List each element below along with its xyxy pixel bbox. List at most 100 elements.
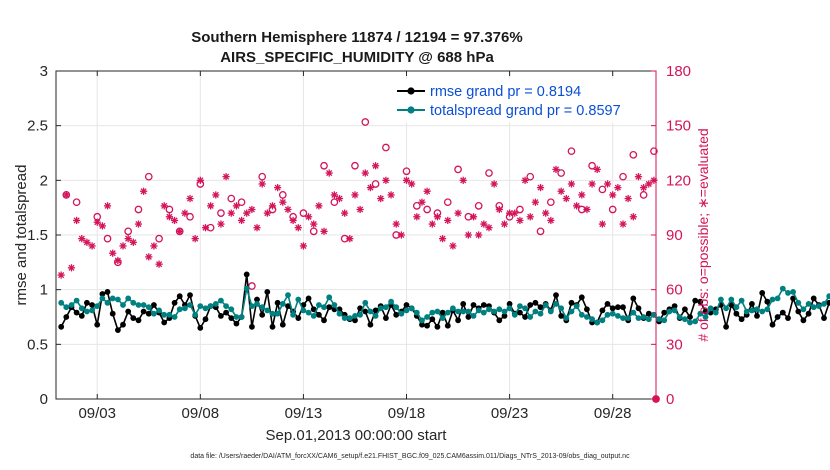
rmse-point bbox=[130, 315, 137, 321]
rmse-point bbox=[759, 290, 766, 296]
y-right-tick-label: 150 bbox=[666, 118, 691, 135]
totalspread-point bbox=[455, 308, 461, 315]
totalspread-point bbox=[192, 311, 199, 318]
asterisk-stroke bbox=[480, 221, 487, 228]
x-tick-label: 09/13 bbox=[285, 405, 323, 422]
obs-possible-marker bbox=[165, 205, 174, 214]
totalspread-point bbox=[754, 306, 760, 313]
asterisk-stroke bbox=[212, 191, 219, 198]
obs-evaluated-marker bbox=[109, 249, 117, 257]
asterisk-stroke bbox=[171, 217, 178, 224]
obs-evaluated-marker bbox=[335, 194, 344, 203]
totalspread-point bbox=[223, 303, 230, 309]
rmse-point bbox=[84, 299, 90, 306]
obs-possible-marker bbox=[371, 180, 380, 188]
x-tick-label: 09/08 bbox=[182, 405, 220, 422]
asterisk-stroke bbox=[341, 210, 348, 217]
obs-evaluated-marker bbox=[207, 202, 215, 210]
rmse-point bbox=[687, 314, 693, 320]
asterisk-stroke bbox=[578, 191, 585, 198]
rmse-point bbox=[393, 311, 400, 318]
rmse-point bbox=[140, 308, 147, 315]
asterisk-stroke bbox=[130, 239, 137, 246]
obs-evaluated-marker bbox=[598, 220, 606, 228]
obs-evaluated-marker bbox=[98, 222, 106, 230]
obs-possible-marker bbox=[155, 234, 163, 243]
totalspread-point bbox=[109, 295, 116, 302]
asterisk-stroke bbox=[439, 235, 446, 242]
obs-evaluated-marker bbox=[495, 205, 503, 214]
y-tick-label: 3 bbox=[40, 63, 48, 80]
asterisk-stroke bbox=[192, 235, 199, 242]
y-axis-label-right: # of obs: o=possible; ∗=evaluated bbox=[695, 128, 711, 341]
totalspread-point bbox=[346, 315, 353, 321]
asterisk-stroke bbox=[625, 195, 632, 202]
obs-evaluated-marker bbox=[253, 224, 261, 232]
totalspread-point bbox=[547, 308, 554, 315]
asterisk-stroke bbox=[114, 257, 121, 264]
totalspread-point bbox=[238, 314, 245, 320]
totalspread-point bbox=[295, 296, 302, 303]
obs-evaluated-marker bbox=[490, 180, 498, 188]
obs-evaluated-marker bbox=[552, 165, 560, 173]
totalspread-point bbox=[212, 301, 219, 307]
obs-possible-marker bbox=[567, 147, 576, 156]
asterisk-stroke bbox=[99, 222, 106, 229]
rmse-point bbox=[671, 303, 678, 309]
obs-possible-marker bbox=[248, 282, 256, 290]
totalspread-point bbox=[249, 303, 255, 309]
totalspread-point bbox=[115, 296, 121, 303]
rmse-point bbox=[145, 310, 152, 317]
totalspread-point bbox=[594, 319, 601, 326]
obs-evaluated-marker bbox=[531, 198, 539, 206]
totalspread-point bbox=[341, 315, 348, 321]
obs-evaluated-marker bbox=[315, 202, 323, 210]
rmse-point bbox=[738, 316, 745, 323]
rmse-point bbox=[254, 296, 260, 303]
obs-evaluated-marker bbox=[614, 184, 622, 192]
rmse-point bbox=[316, 311, 322, 318]
obs-evaluated-marker bbox=[263, 209, 271, 217]
totalspread-point bbox=[104, 299, 111, 306]
rmse-point bbox=[310, 306, 317, 313]
rmse-point bbox=[120, 321, 126, 328]
totalspread-point bbox=[326, 294, 333, 301]
asterisk-stroke bbox=[310, 221, 317, 228]
obs-evaluated-marker bbox=[243, 209, 251, 217]
obs-evaluated-marker bbox=[268, 202, 277, 210]
obs-evaluated-marker bbox=[196, 176, 204, 184]
obs-evaluated-marker bbox=[258, 180, 266, 188]
asterisk-stroke bbox=[501, 221, 508, 228]
totalspread-point bbox=[558, 305, 565, 312]
obs-possible-marker bbox=[454, 165, 462, 174]
rmse-point bbox=[228, 315, 235, 321]
obs-evaluated-marker bbox=[88, 242, 96, 250]
obs-possible-marker bbox=[124, 227, 133, 236]
obs-evaluated-marker bbox=[93, 218, 101, 226]
totalspread-point bbox=[537, 310, 544, 317]
asterisk-stroke bbox=[83, 239, 90, 246]
obs-evaluated-marker bbox=[619, 220, 627, 228]
totalspread-point bbox=[89, 307, 95, 314]
rmse-point bbox=[109, 310, 116, 317]
obs-possible-marker bbox=[536, 227, 545, 236]
rmse-point bbox=[305, 295, 312, 302]
rmse-point bbox=[439, 309, 446, 316]
rmse-point bbox=[480, 302, 487, 308]
obs-possible-marker bbox=[546, 198, 555, 207]
obs-evaluated-marker bbox=[140, 187, 148, 195]
obs-evaluated-marker bbox=[418, 198, 426, 206]
asterisk-stroke bbox=[320, 228, 328, 235]
rmse-line bbox=[60, 273, 830, 331]
totalspread-point bbox=[486, 306, 492, 313]
obs-evaluated-marker bbox=[567, 180, 576, 188]
rmse-point bbox=[104, 289, 111, 295]
rmse-point bbox=[692, 297, 699, 304]
rmse-point bbox=[125, 308, 132, 315]
obs-possible-marker bbox=[309, 227, 318, 236]
rmse-point bbox=[279, 321, 286, 328]
rmse-point bbox=[470, 302, 477, 308]
obs-possible-marker bbox=[443, 198, 452, 207]
asterisk-stroke bbox=[491, 180, 498, 188]
